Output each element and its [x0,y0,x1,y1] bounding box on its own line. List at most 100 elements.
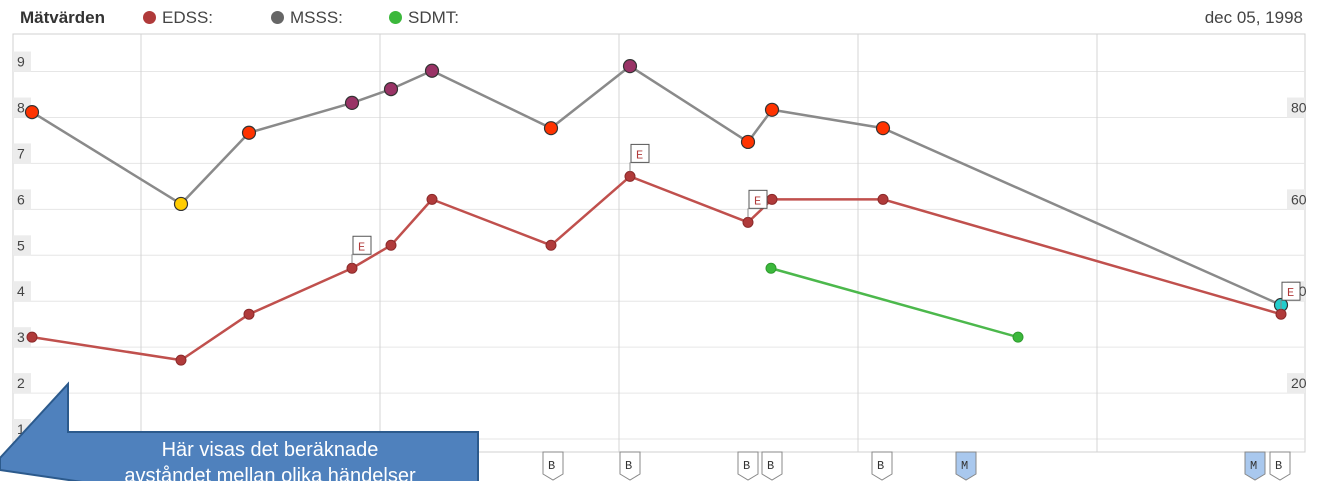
series-line-2 [770,267,1019,339]
left-tick-label: 2 [17,375,25,391]
e-flag-box [748,189,768,209]
left-tick-label: 6 [17,191,25,207]
legend-bar: Mätvärden EDSS: MSSS: SDMT: dec 05, 1998 [0,0,1317,34]
edss-point [624,170,636,182]
left-tick-bg [13,327,31,348]
chart-title: Mätvärden [20,8,106,27]
e-flag-box [1281,281,1301,301]
e-flag-label: E [636,148,643,162]
edss-point [545,239,557,251]
b-event-flag: B [737,451,759,481]
msss-point [764,102,780,117]
edss-point [742,216,754,228]
msss-point [383,82,399,97]
left-tick-bg [13,189,31,210]
left-tick-bg [13,373,31,394]
flag-layer: E E E E B B B B B M M B [351,143,1301,481]
grid-layer [12,33,1306,453]
left-tick-bg [13,51,31,72]
edss-point [877,193,889,205]
event-flag-shape [1244,451,1266,481]
e-flag: E [1280,281,1301,310]
event-flag-label: B [743,459,750,473]
event-flag-shape [1269,451,1291,481]
event-flag-label: B [1275,459,1282,473]
legend-edss-label[interactable]: EDSS: [162,8,214,27]
legend-sdmt-label[interactable]: SDMT: [408,8,459,27]
msss-point [344,95,360,111]
m-event-flag: M [955,451,977,481]
edss-point [426,193,438,205]
event-flag-shape [737,451,759,481]
left-tick-label: 9 [17,54,25,70]
edss-point [1275,308,1287,320]
msss-point [24,104,40,120]
edss-legend-dot [143,11,156,24]
e-flag: E [351,235,372,264]
right-tick-bg [1287,97,1305,118]
right-tick-bg [1287,189,1305,210]
msss-point [173,196,189,212]
edss-point [346,262,358,274]
event-flag-shape [761,451,783,481]
event-flag-shape [955,451,977,481]
sdmt-point [1012,331,1024,343]
left-tick-bg [13,281,31,302]
edss-point [385,239,397,251]
e-flag-label: E [358,240,365,254]
event-flag-label: B [767,459,774,473]
callout-shape [0,381,479,481]
event-flag-label: M [1250,459,1257,473]
m-event-flag: M [1244,451,1266,481]
edss-point [243,308,255,320]
left-tick-bg [13,235,31,256]
b-event-flag: B [542,451,564,481]
b-event-flag: B [1269,451,1291,481]
series-line-0 [31,64,1282,307]
msss-point [622,59,638,74]
msss-point [241,125,257,140]
msss-point [740,134,756,150]
event-flag-label: B [548,459,555,473]
e-flag-box [630,143,650,163]
left-tick-label: 3 [17,329,25,345]
e-flag-label: E [754,194,761,208]
event-flag-shape [871,451,893,481]
event-flag-shape [619,451,641,481]
callout-text: Här visas det beräknade avståndet mellan… [60,437,480,489]
edss-point [766,193,778,205]
event-flag-label: M [961,459,968,473]
series-line-1 [31,175,1282,362]
sdmt-point [765,262,777,274]
b-event-flag: B [871,451,893,481]
callout-line-2: avståndet mellan olika händelser [124,465,416,487]
date-label: dec 05, 1998 [1204,8,1303,27]
left-tick-label: 7 [17,145,25,161]
right-tick-label: 60 [1291,191,1307,207]
msss-point [424,63,440,78]
left-tick-bg [13,143,31,164]
msss-legend-dot [271,11,284,24]
b-event-flag: B [619,451,641,481]
left-tick-label: 8 [17,99,25,115]
edss-point [175,354,187,366]
event-flag-label: B [625,459,632,473]
sdmt-legend-dot [389,11,402,24]
legend-msss-label[interactable]: MSSS: [290,8,343,27]
msss-point [875,121,891,136]
plot-frame [12,33,1306,453]
left-tick-label: 5 [17,237,25,253]
event-flag-shape [542,451,564,481]
event-flag-label: B [877,459,884,473]
right-tick-bg [1287,373,1305,394]
left-tick-label: 1 [17,421,25,437]
right-tick-label: 80 [1291,99,1307,115]
e-flag-label: E [1287,286,1294,300]
left-tick-label: 4 [17,283,25,299]
msss-point [543,121,559,136]
callout-line-1: Här visas det beräknade [161,439,379,461]
right-tick-label: 20 [1291,375,1307,391]
e-flag: E [629,143,650,172]
edss-point [26,331,38,343]
